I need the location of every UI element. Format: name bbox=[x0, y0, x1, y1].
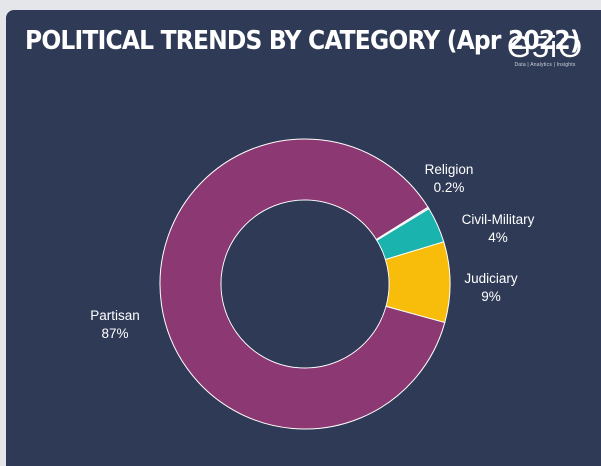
brand-logo: G5iO Data | Analytics | Insights bbox=[497, 29, 593, 68]
label-partisan-name: Partisan bbox=[90, 308, 140, 323]
label-religion-name: Religion bbox=[424, 162, 474, 177]
label-civil-military-name: Civil-Military bbox=[461, 212, 535, 227]
chart-title: POLITICAL TRENDS BY CATEGORY (Apr 2022) bbox=[25, 26, 581, 56]
label-religion-value: 0.2% bbox=[433, 180, 465, 195]
label-partisan: Partisan 87% bbox=[83, 307, 147, 343]
logo-tagline: Data | Analytics | Insights bbox=[514, 62, 576, 68]
label-civil-military-value: 4% bbox=[488, 230, 508, 245]
label-judiciary-value: 9% bbox=[481, 289, 501, 304]
slice-partisan bbox=[159, 138, 446, 430]
label-civil-military: Civil-Military 4% bbox=[448, 211, 548, 247]
label-judiciary-name: Judiciary bbox=[464, 271, 518, 286]
label-judiciary: Judiciary 9% bbox=[456, 270, 526, 306]
label-religion: Religion 0.2% bbox=[418, 161, 480, 197]
logo-mark: G5iO bbox=[506, 29, 584, 64]
label-partisan-value: 87% bbox=[101, 326, 129, 341]
donut-hole bbox=[221, 200, 389, 368]
